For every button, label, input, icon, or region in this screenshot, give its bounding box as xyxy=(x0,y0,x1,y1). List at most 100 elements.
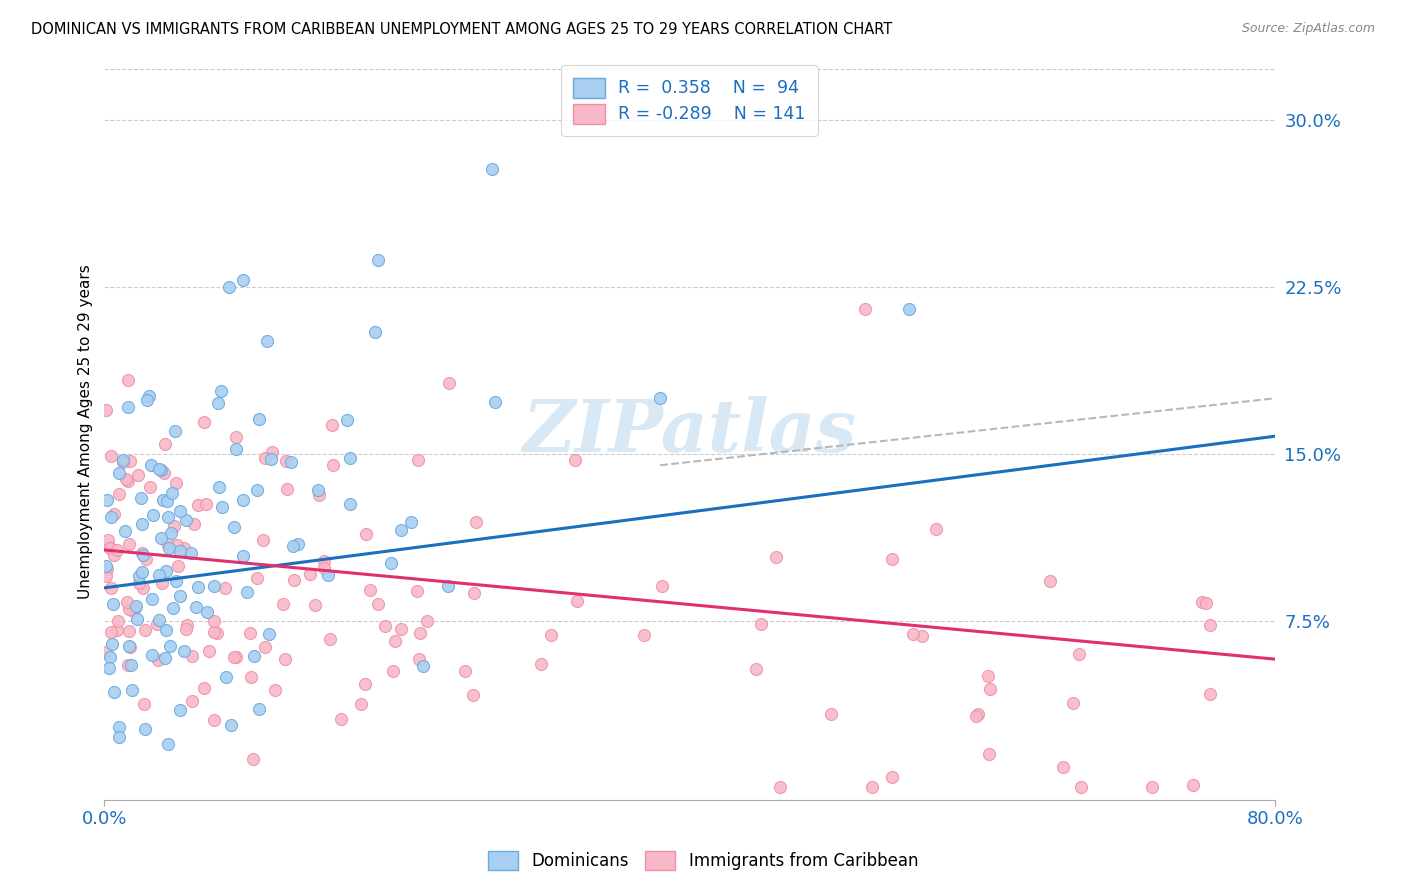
Point xyxy=(280,455,302,469)
Point xyxy=(484,394,506,409)
Point xyxy=(155,564,177,578)
Point xyxy=(169,703,191,717)
Point xyxy=(967,706,990,721)
Point xyxy=(107,614,129,628)
Point xyxy=(897,302,920,317)
Point xyxy=(322,458,344,472)
Point xyxy=(120,640,142,655)
Point xyxy=(564,453,586,467)
Point xyxy=(148,613,170,627)
Point xyxy=(125,599,148,613)
Point xyxy=(350,697,373,711)
Point xyxy=(136,392,159,407)
Point xyxy=(354,677,377,691)
Point xyxy=(436,578,458,592)
Point xyxy=(211,500,233,514)
Point xyxy=(107,623,129,637)
Point xyxy=(252,533,274,547)
Y-axis label: Unemployment Among Ages 25 to 29 years: Unemployment Among Ages 25 to 29 years xyxy=(79,264,93,599)
Point xyxy=(162,601,184,615)
Point xyxy=(152,493,174,508)
Point xyxy=(281,539,304,553)
Point xyxy=(242,752,264,766)
Point xyxy=(224,650,246,665)
Point xyxy=(409,626,432,640)
Point xyxy=(219,718,242,732)
Point xyxy=(215,670,238,684)
Point xyxy=(367,252,389,267)
Point xyxy=(186,600,208,615)
Point xyxy=(142,508,165,522)
Point xyxy=(131,566,153,580)
Point xyxy=(96,492,118,507)
Point xyxy=(769,780,792,795)
Point xyxy=(633,628,655,642)
Point xyxy=(183,516,205,531)
Point xyxy=(235,585,257,599)
Point xyxy=(111,455,134,469)
Point xyxy=(276,483,298,497)
Point xyxy=(100,581,122,595)
Point xyxy=(339,450,361,465)
Point xyxy=(94,645,117,659)
Point xyxy=(128,569,150,583)
Point xyxy=(925,522,948,536)
Text: Source: ZipAtlas.com: Source: ZipAtlas.com xyxy=(1241,22,1375,36)
Point xyxy=(1038,574,1060,588)
Point xyxy=(150,531,173,545)
Point xyxy=(336,413,359,427)
Point xyxy=(159,639,181,653)
Point xyxy=(910,629,932,643)
Point xyxy=(153,436,176,450)
Point xyxy=(174,622,197,636)
Point xyxy=(406,583,429,598)
Point xyxy=(98,541,121,555)
Text: DOMINICAN VS IMMIGRANTS FROM CARIBBEAN UNEMPLOYMENT AMONG AGES 25 TO 29 YEARS CO: DOMINICAN VS IMMIGRANTS FROM CARIBBEAN U… xyxy=(31,22,893,37)
Point xyxy=(401,515,423,529)
Point xyxy=(118,454,141,468)
Point xyxy=(274,453,297,467)
Point xyxy=(117,658,139,673)
Point xyxy=(243,648,266,663)
Point xyxy=(139,458,162,472)
Point xyxy=(882,552,904,566)
Point xyxy=(202,624,225,639)
Point xyxy=(287,537,309,551)
Point xyxy=(169,589,191,603)
Point xyxy=(209,384,232,399)
Point xyxy=(156,509,179,524)
Point xyxy=(105,543,128,558)
Point xyxy=(127,468,149,483)
Point xyxy=(1070,780,1092,795)
Point xyxy=(359,583,381,598)
Point xyxy=(197,605,219,619)
Point xyxy=(225,650,247,665)
Point xyxy=(260,445,283,459)
Point xyxy=(101,597,124,611)
Point xyxy=(202,579,225,593)
Legend: Dominicans, Immigrants from Caribbean: Dominicans, Immigrants from Caribbean xyxy=(481,844,925,877)
Point xyxy=(160,526,183,541)
Point xyxy=(176,618,198,632)
Point xyxy=(132,548,155,562)
Point xyxy=(408,651,430,665)
Point xyxy=(101,637,124,651)
Point xyxy=(114,524,136,539)
Point xyxy=(124,600,146,615)
Point xyxy=(146,653,169,667)
Point xyxy=(117,373,139,387)
Point xyxy=(461,688,484,702)
Point xyxy=(98,650,121,665)
Point xyxy=(765,549,787,564)
Point xyxy=(246,571,269,585)
Point xyxy=(880,770,903,784)
Point xyxy=(174,513,197,527)
Point xyxy=(120,657,142,672)
Point xyxy=(650,392,672,406)
Point xyxy=(1140,780,1163,795)
Point xyxy=(1062,697,1084,711)
Point xyxy=(169,504,191,518)
Point xyxy=(246,483,269,497)
Point xyxy=(152,466,174,480)
Point xyxy=(166,538,188,552)
